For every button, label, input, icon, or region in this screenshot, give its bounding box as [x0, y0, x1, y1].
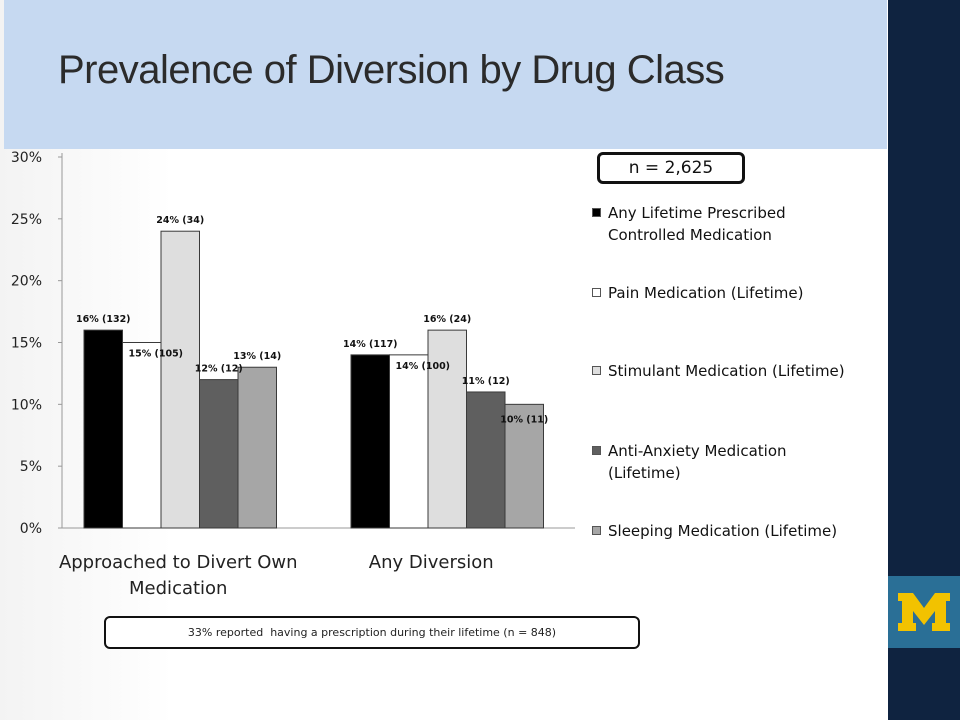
prescription-footnote: 33% reported having a prescription durin…	[104, 616, 640, 649]
block-m-logo-icon	[898, 593, 950, 631]
legend-swatch	[592, 526, 601, 535]
legend-swatch	[592, 446, 601, 455]
x-category-label: Approached to Divert Own	[59, 552, 298, 573]
legend-label: Stimulant Medication (Lifetime)	[608, 360, 870, 382]
y-tick-label: 15%	[11, 336, 42, 352]
bar	[160, 230, 200, 529]
legend-label-line: Stimulant Medication (Lifetime)	[608, 362, 845, 380]
data-label: 16% (24)	[423, 314, 471, 325]
university-logo	[888, 576, 960, 648]
legend-label-line: Sleeping Medication (Lifetime)	[608, 522, 838, 540]
y-tick-label: 5%	[20, 459, 42, 475]
legend-item: Any Lifetime Prescribed Controlled Medica…	[592, 202, 870, 246]
data-label: 10% (11)	[500, 414, 548, 425]
legend-item: Pain Medication (Lifetime)	[592, 282, 870, 304]
data-label: 14% (100)	[395, 361, 450, 372]
sample-size-box: n = 2,625	[597, 152, 745, 184]
x-category-label: Any Diversion	[369, 552, 494, 573]
legend-item: Stimulant Medication (Lifetime)	[592, 360, 870, 382]
legend-label-line: Controlled Medication	[608, 226, 772, 244]
bar	[350, 354, 390, 529]
bar	[389, 354, 429, 529]
bar	[504, 403, 544, 529]
bar	[237, 366, 277, 529]
data-label: 15% (105)	[128, 349, 183, 360]
bar	[83, 329, 123, 529]
bar	[427, 329, 467, 529]
y-tick-label: 30%	[11, 150, 42, 166]
slide-title: Prevalence of Diversion by Drug Class	[58, 48, 725, 92]
data-label: 24% (34)	[156, 215, 204, 226]
legend-label: Pain Medication (Lifetime)	[608, 282, 870, 304]
y-tick-label: 0%	[20, 521, 42, 537]
data-label: 12% (12)	[195, 364, 243, 375]
title-band	[4, 0, 887, 149]
data-label: 16% (132)	[76, 314, 131, 325]
bar	[199, 379, 239, 529]
legend-label-line: (Lifetime)	[608, 464, 681, 482]
legend-label: Sleeping Medication (Lifetime)	[608, 520, 870, 542]
bar	[122, 342, 162, 529]
legend-label-line: Pain Medication (Lifetime)	[608, 284, 804, 302]
legend-label: Anti-Anxiety Medication (Lifetime)	[608, 440, 870, 484]
legend-swatch	[592, 366, 601, 375]
bar	[466, 391, 506, 529]
data-label: 11% (12)	[462, 376, 510, 387]
data-label: 13% (14)	[233, 351, 281, 362]
legend-swatch	[592, 208, 601, 217]
x-category-label: Medication	[129, 578, 227, 599]
legend-label-line: Anti-Anxiety Medication	[608, 442, 787, 460]
legend-item: Anti-Anxiety Medication (Lifetime)	[592, 440, 870, 484]
legend-item: Sleeping Medication (Lifetime)	[592, 520, 870, 542]
y-tick-label: 25%	[11, 212, 42, 228]
y-tick-label: 10%	[11, 397, 42, 413]
data-label: 14% (117)	[343, 339, 398, 350]
y-tick-label: 20%	[11, 274, 42, 290]
legend-label-line: Any Lifetime Prescribed	[608, 204, 786, 222]
legend-swatch	[592, 288, 601, 297]
legend-label: Any Lifetime Prescribed Controlled Medica…	[608, 202, 870, 246]
